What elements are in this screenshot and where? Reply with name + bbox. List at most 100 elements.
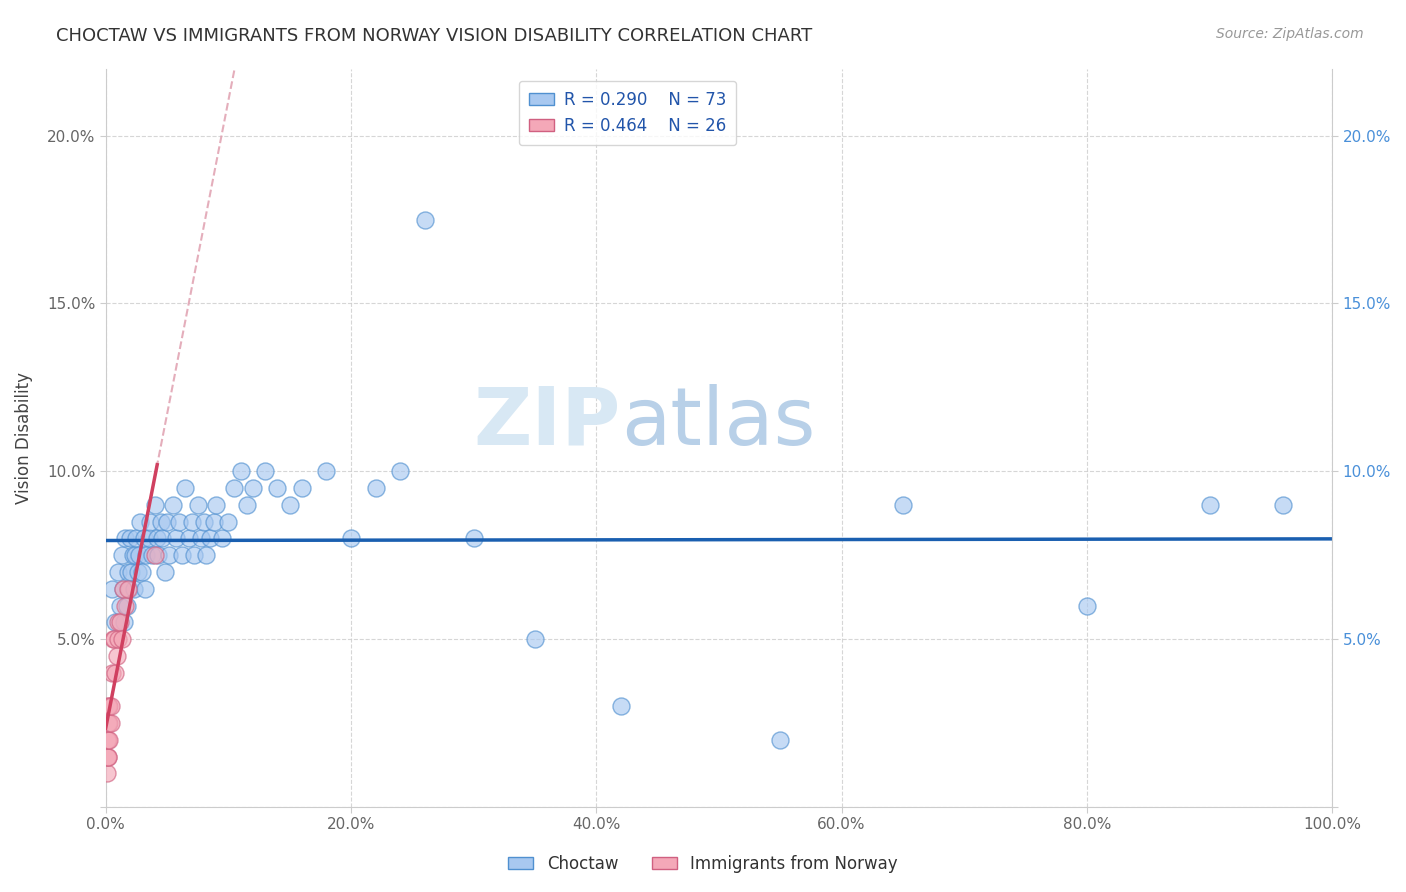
Point	[127, 565, 149, 579]
Point	[107, 615, 129, 630]
Point	[266, 481, 288, 495]
Point	[100, 699, 122, 714]
Point	[254, 464, 277, 478]
Point	[129, 515, 152, 529]
Point	[891, 498, 914, 512]
Legend: Choctaw, Immigrants from Norway: Choctaw, Immigrants from Norway	[502, 848, 904, 880]
Point	[143, 548, 166, 562]
Point	[97, 749, 120, 764]
Point	[138, 532, 160, 546]
Point	[97, 716, 120, 731]
Point	[117, 582, 139, 596]
Point	[101, 632, 124, 647]
Point	[104, 665, 127, 680]
Point	[177, 532, 200, 546]
Point	[242, 481, 264, 495]
Point	[122, 582, 145, 596]
Point	[96, 749, 118, 764]
Point	[110, 599, 132, 613]
Point	[156, 515, 179, 529]
Point	[143, 498, 166, 512]
Point	[389, 464, 412, 478]
Point	[315, 464, 337, 478]
Point	[139, 515, 162, 529]
Point	[217, 515, 239, 529]
Point	[174, 481, 197, 495]
Point	[195, 548, 218, 562]
Point	[103, 632, 125, 647]
Point	[169, 515, 191, 529]
Point	[150, 532, 173, 546]
Point	[121, 548, 143, 562]
Point	[131, 565, 153, 579]
Point	[190, 532, 212, 546]
Point	[180, 515, 202, 529]
Point	[101, 582, 124, 596]
Point	[235, 498, 257, 512]
Point	[112, 615, 135, 630]
Point	[1198, 498, 1220, 512]
Point	[101, 665, 124, 680]
Point	[104, 615, 127, 630]
Point	[132, 532, 155, 546]
Point	[134, 582, 156, 596]
Point	[115, 599, 138, 613]
Text: CHOCTAW VS IMMIGRANTS FROM NORWAY VISION DISABILITY CORRELATION CHART: CHOCTAW VS IMMIGRANTS FROM NORWAY VISION…	[56, 27, 813, 45]
Y-axis label: Vision Disability: Vision Disability	[15, 372, 32, 504]
Point	[148, 548, 170, 562]
Point	[98, 716, 121, 731]
Point	[183, 548, 205, 562]
Point	[278, 498, 301, 512]
Point	[149, 515, 172, 529]
Point	[187, 498, 209, 512]
Point	[170, 548, 193, 562]
Point	[107, 565, 129, 579]
Point	[111, 582, 134, 596]
Point	[120, 532, 142, 546]
Point	[159, 548, 181, 562]
Point	[97, 732, 120, 747]
Point	[110, 615, 132, 630]
Point	[364, 481, 387, 495]
Point	[96, 732, 118, 747]
Point	[198, 532, 221, 546]
Point	[111, 582, 134, 596]
Point	[340, 532, 363, 546]
Point	[120, 565, 142, 579]
Legend: R = 0.290    N = 73, R = 0.464    N = 26: R = 0.290 N = 73, R = 0.464 N = 26	[519, 80, 737, 145]
Point	[125, 532, 148, 546]
Point	[124, 548, 146, 562]
Point	[229, 464, 252, 478]
Point	[146, 532, 169, 546]
Point	[105, 648, 128, 663]
Point	[114, 599, 136, 613]
Point	[224, 481, 246, 495]
Point	[153, 565, 176, 579]
Point	[769, 732, 792, 747]
Point	[211, 532, 233, 546]
Point	[98, 699, 121, 714]
Text: atlas: atlas	[621, 384, 815, 462]
Point	[117, 565, 139, 579]
Text: ZIP: ZIP	[474, 384, 621, 462]
Point	[111, 632, 134, 647]
Point	[128, 548, 150, 562]
Point	[141, 548, 163, 562]
Point	[97, 699, 120, 714]
Point	[1272, 498, 1295, 512]
Point	[413, 212, 436, 227]
Point	[114, 532, 136, 546]
Point	[98, 732, 121, 747]
Point	[118, 582, 141, 596]
Point	[202, 515, 225, 529]
Text: Source: ZipAtlas.com: Source: ZipAtlas.com	[1216, 27, 1364, 41]
Point	[610, 699, 633, 714]
Point	[107, 632, 129, 647]
Point	[205, 498, 228, 512]
Point	[193, 515, 215, 529]
Point	[463, 532, 485, 546]
Point	[1076, 599, 1098, 613]
Point	[162, 498, 184, 512]
Point	[165, 532, 187, 546]
Point	[291, 481, 314, 495]
